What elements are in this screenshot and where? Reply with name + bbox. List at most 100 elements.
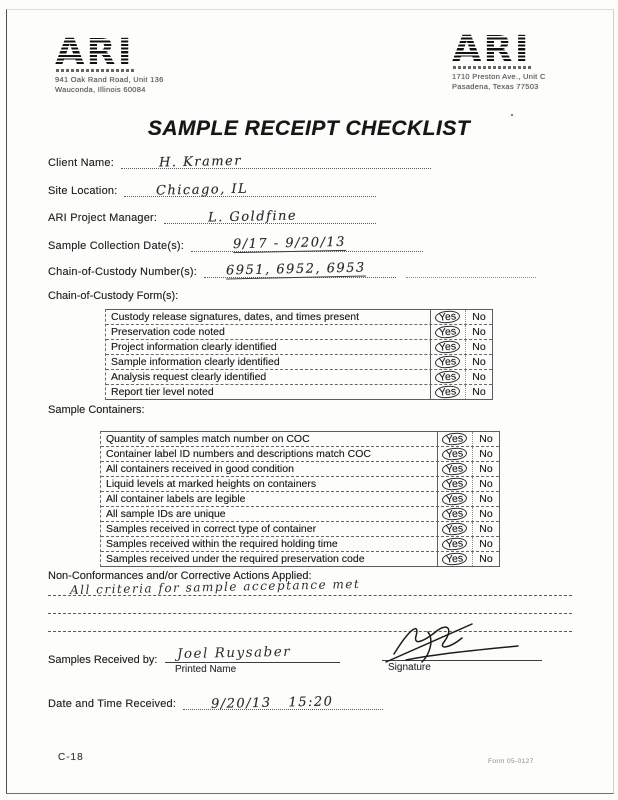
- no-option: No: [472, 507, 499, 521]
- client-name-value: H. Kramer: [158, 153, 243, 171]
- printed-name-zone: Joel Ruysaber Printed Name: [165, 644, 340, 675]
- checklist-row: Project information clearly identified Ye…: [106, 339, 492, 355]
- datetime-line: 9/20/13 15:20: [183, 694, 384, 712]
- collection-dates-label: Sample Collection Date(s):: [48, 240, 185, 252]
- scan-border: [6, 9, 614, 794]
- signature-line: [382, 644, 542, 661]
- checklist-item-label: All sample IDs are unique: [106, 508, 226, 520]
- sample-containers-section-label: Sample Containers:: [48, 404, 145, 416]
- nonconformance-line-1: [48, 594, 572, 596]
- logo-address-left-line2: Wauconda, Illinois 60084: [55, 84, 146, 94]
- no-option: No: [465, 370, 492, 384]
- no-option: No: [465, 325, 492, 339]
- yes-option: Yes: [437, 536, 472, 552]
- printed-name-value: Joel Ruysaber: [176, 643, 292, 663]
- yes-option: Yes: [437, 551, 472, 567]
- received-by-label: Samples Received by:: [48, 654, 158, 666]
- logo-address-right-line2: Pasadena, Texas 77503: [452, 81, 539, 91]
- checklist-item-label: Samples received within the required hol…: [106, 538, 338, 550]
- datetime-value: 9/20/13 15:20: [210, 694, 334, 712]
- coc-numbers-line: 6951, 6952, 6953: [204, 260, 397, 280]
- checklist-row: Analysis request clearly identified Yes No: [106, 369, 492, 385]
- ari-logo-left: ARI: [55, 34, 164, 70]
- checklist-item-label: Custody release signatures, dates, and t…: [111, 311, 360, 323]
- yes-option: Yes: [430, 324, 465, 340]
- coc-forms-section-label: Chain-of-Custody Form(s):: [48, 290, 179, 302]
- checklist-item-label: Report tier level noted: [111, 386, 214, 398]
- field-collection-dates: Sample Collection Date(s): 9/17 - 9/20/1…: [48, 235, 424, 254]
- printed-name-caption: Printed Name: [175, 664, 237, 675]
- printed-name-line: Joel Ruysaber: [165, 644, 340, 663]
- checklist-row: Container label ID numbers and descripti…: [101, 446, 499, 462]
- checklist-item-label: Samples received in correct type of cont…: [106, 523, 317, 535]
- site-location-label: Site Location:: [48, 185, 118, 197]
- coc-numbers-trail-line: [406, 262, 537, 278]
- no-option: No: [472, 522, 499, 536]
- field-project-manager: ARI Project Manager: L. Goldfine: [48, 208, 377, 226]
- no-option: No: [472, 462, 499, 476]
- logo-caption-right: [453, 66, 531, 69]
- yes-option: Yes: [437, 521, 472, 537]
- field-datetime-received: Date and Time Received: 9/20/13 15:20: [48, 694, 384, 712]
- client-name-label: Client Name:: [48, 157, 114, 169]
- coc-numbers-label: Chain-of-Custody Number(s):: [48, 266, 198, 278]
- checklist-item-label: Samples received under the required pres…: [106, 553, 365, 565]
- logo-address-right-line1: 1710 Preston Ave., Unit C: [452, 72, 546, 81]
- coc-forms-checklist-table: Custody release signatures, dates, and t…: [105, 309, 493, 400]
- checklist-row: Quantity of samples match number on COC Y…: [101, 431, 499, 447]
- checklist-row: Liquid levels at marked heights on conta…: [101, 476, 499, 492]
- site-location-line: Chicago, IL: [124, 181, 377, 199]
- scan-speck: [511, 114, 513, 116]
- checklist-item-label: All container labels are legible: [106, 493, 246, 505]
- checklist-item-label: All containers received in good conditio…: [106, 463, 294, 475]
- checklist-item-label: Container label ID numbers and descripti…: [106, 448, 371, 460]
- logo-address-left-line1: 941 Oak Rand Road, Unit 136: [55, 75, 164, 84]
- checklist-item-label: Quantity of samples match number on COC: [106, 433, 310, 445]
- signature-zone: Signature: [382, 623, 547, 673]
- checklist-item-label: Preservation code noted: [111, 326, 225, 338]
- company-logo-right: ARI 1710 Preston Ave., Unit C Pasadena, …: [452, 31, 546, 91]
- no-option: No: [472, 492, 499, 506]
- no-option: No: [472, 432, 499, 446]
- project-manager-label: ARI Project Manager:: [48, 212, 158, 224]
- yes-option: Yes: [430, 384, 465, 400]
- checklist-item-label: Sample information clearly identified: [111, 356, 280, 368]
- checklist-row: Samples received in correct type of cont…: [101, 521, 499, 537]
- yes-option: Yes: [430, 309, 465, 325]
- no-option: No: [472, 447, 499, 461]
- field-site-location: Site Location: Chicago, IL: [48, 181, 377, 199]
- no-option: No: [465, 355, 492, 369]
- no-option: No: [465, 385, 492, 399]
- form-number: Form 05-0127: [488, 758, 534, 765]
- checklist-item-label: Liquid levels at marked heights on conta…: [106, 478, 317, 490]
- yes-option: Yes: [437, 446, 472, 462]
- page-number: C-18: [58, 752, 84, 763]
- site-location-value: Chicago, IL: [156, 181, 249, 199]
- checklist-item-label: Analysis request clearly identified: [111, 371, 267, 383]
- checklist-row: Samples received under the required pres…: [101, 551, 499, 567]
- no-option: No: [472, 537, 499, 551]
- collection-dates-value: 9/17 - 9/20/13: [232, 235, 347, 254]
- nonconformance-line-2: [48, 612, 572, 614]
- no-option: No: [465, 340, 492, 354]
- datetime-label: Date and Time Received:: [48, 698, 177, 710]
- sample-containers-checklist-table: Quantity of samples match number on COC Y…: [100, 431, 500, 567]
- checklist-row: Preservation code noted Yes No: [106, 324, 492, 340]
- checklist-row: All containers received in good conditio…: [101, 461, 499, 477]
- ari-logo-right: ARI: [452, 31, 546, 67]
- checklist-item-label: Project information clearly identified: [111, 341, 277, 353]
- yes-option: Yes: [430, 369, 465, 385]
- checklist-row: Report tier level noted Yes No: [106, 384, 492, 400]
- no-option: No: [472, 477, 499, 491]
- field-coc-numbers: Chain-of-Custody Number(s): 6951, 6952, …: [48, 260, 537, 280]
- nonconformance-line-3: [48, 630, 572, 632]
- checklist-row: All container labels are legible Yes No: [101, 491, 499, 507]
- signature-scribble: [385, 623, 519, 663]
- no-option: No: [472, 552, 499, 566]
- checklist-row: Samples received within the required hol…: [101, 536, 499, 552]
- project-manager-value: L. Goldfine: [208, 208, 298, 226]
- yes-option: Yes: [430, 354, 465, 370]
- client-name-line: H. Kramer: [120, 153, 431, 171]
- yes-option: Yes: [437, 506, 472, 522]
